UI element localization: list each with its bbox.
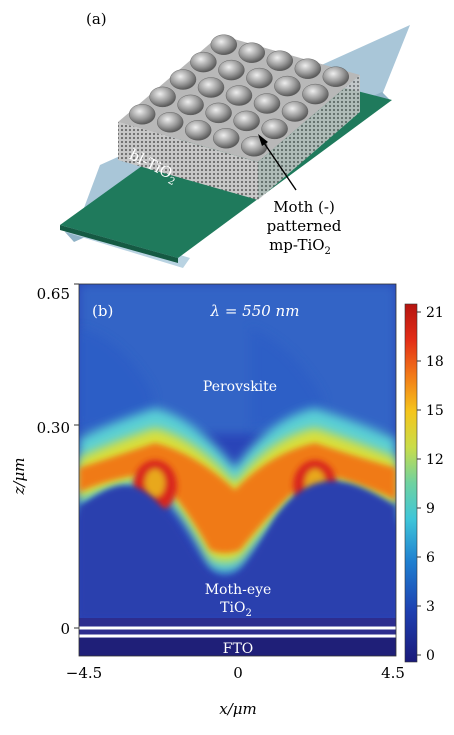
colorbar-tick-label: 12 [426, 452, 444, 468]
heatmap-plot-area [79, 284, 396, 656]
colorbar-tick-label: 6 [426, 550, 435, 566]
colorbar-tick-label: 9 [426, 501, 435, 517]
colorbar-tick-label: 0 [426, 648, 435, 664]
moth-eye-dome [233, 110, 260, 132]
moth-eye-dome [261, 118, 288, 140]
moth-eye-dome [210, 34, 238, 55]
callout-line-3: mp-TiO2 [269, 236, 331, 257]
moth-eye-dome [149, 86, 176, 108]
colorbar-tick-label: 18 [426, 354, 444, 370]
x-axis: −4.5 0 4.5 x/μm [66, 664, 405, 718]
wavelength-label: λ = 550 nm [210, 302, 300, 320]
y-axis-label: z/μm [10, 458, 28, 496]
x-tick-label: −4.5 [66, 664, 102, 682]
moth-eye-dome [246, 67, 273, 89]
moth-eye-dome [253, 93, 281, 114]
moth-eye-dome [169, 69, 197, 90]
colorbar-tick-label: 15 [426, 403, 444, 419]
moth-eye-dome [205, 102, 232, 124]
panel-b-field-map: (b) λ = 550 nm Perovskite Moth-eye TiO2 … [0, 268, 454, 731]
panel-a-schematic: (a) bl-TiO2 Moth (-) patterned mp-TiO2 [0, 0, 454, 268]
mp-tio2-block-side [118, 122, 258, 200]
y-tick-label: 0 [60, 620, 70, 638]
moth-eye-label: Moth-eye [205, 582, 272, 598]
callout-line-1: Moth (-) [273, 198, 335, 216]
tio2-label: TiO2 [220, 600, 252, 619]
callout-arrow [261, 139, 297, 191]
x-tick-label: 0 [233, 664, 243, 682]
panel-a-svg: (a) bl-TiO2 Moth (-) patterned mp-TiO2 [60, 10, 410, 268]
y-axis: 0.65 0.30 0 z/μm [10, 283, 79, 638]
moth-eye-dome [156, 112, 184, 133]
moth-eye-dome [281, 101, 309, 122]
panel-a-label: (a) [86, 10, 107, 28]
moth-eye-dome [190, 51, 217, 73]
fto-label: FTO [223, 641, 254, 657]
x-tick-label: 4.5 [381, 664, 405, 682]
y-tick-label: 0.30 [37, 419, 70, 437]
moth-eye-dome [197, 77, 225, 98]
colorbar-tick-label: 21 [426, 305, 444, 321]
moth-eye-dome [294, 58, 321, 79]
panel-b-label: (b) [92, 302, 113, 320]
callout-line-2: patterned [267, 217, 342, 235]
moth-eye-dome [266, 50, 293, 71]
moth-eye-dome [302, 83, 329, 105]
moth-eye-domes [128, 34, 349, 157]
moth-eye-dome [184, 120, 212, 141]
perovskite-label: Perovskite [203, 379, 277, 395]
moth-eye-dome [212, 128, 240, 149]
panel-b-svg: (b) λ = 550 nm Perovskite Moth-eye TiO2 … [10, 283, 444, 718]
moth-eye-dome [128, 104, 156, 125]
moth-eye-dome [274, 75, 301, 97]
moth-eye-dome [238, 42, 266, 63]
moth-eye-dome [225, 85, 253, 106]
moth-eye-dome [218, 59, 245, 81]
y-tick-label: 0.65 [37, 285, 70, 303]
moth-eye-dome [322, 66, 349, 87]
colorbar-tick-label: 3 [426, 599, 435, 615]
moth-eye-dome [177, 94, 204, 116]
x-axis-label: x/μm [219, 700, 257, 718]
colorbar: 21 18 15 12 9 6 3 0 [404, 303, 444, 664]
